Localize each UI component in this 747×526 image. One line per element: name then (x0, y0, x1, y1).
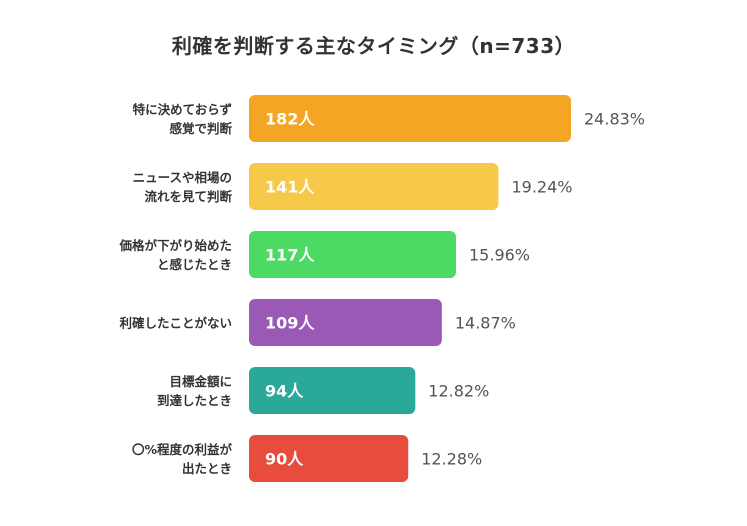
bar-percent-label: 12.28% (421, 450, 482, 469)
category-label: 価格が下がり始めた (118, 238, 232, 253)
bar-value-label: 94人 (265, 382, 304, 401)
chart-title: 利確を判断する主なタイミング（n=733） (171, 34, 576, 58)
category-label: 利確したことがない (119, 316, 232, 331)
bar-value-label: 182人 (265, 110, 315, 129)
category-label: 目標金額に (169, 374, 232, 389)
bar (249, 299, 442, 346)
category-label: 〇%程度の利益が (132, 442, 233, 457)
bar (249, 435, 409, 482)
category-label: 特に決めておらず (133, 102, 233, 117)
bar-value-label: 117人 (265, 246, 315, 265)
category-label: 到達したとき (157, 393, 232, 408)
category-label: 感覚で判断 (169, 121, 232, 136)
category-label: ニュースや相場の (133, 170, 232, 185)
bar-value-label: 141人 (265, 178, 315, 197)
bar-value-label: 90人 (265, 450, 304, 469)
bar (249, 163, 499, 210)
bar-percent-label: 24.83% (584, 110, 645, 129)
bar-percent-label: 14.87% (455, 314, 516, 333)
category-label: と感じたとき (157, 257, 232, 272)
bar-percent-label: 19.24% (511, 178, 572, 197)
bar (249, 367, 416, 414)
bar-percent-label: 15.96% (469, 246, 530, 265)
bar-value-label: 109人 (265, 314, 315, 333)
category-label: 出たとき (182, 461, 232, 476)
bar (249, 95, 571, 142)
bar (249, 231, 456, 278)
bar-percent-label: 12.82% (428, 382, 489, 401)
category-label: 流れを見て判断 (144, 189, 232, 204)
